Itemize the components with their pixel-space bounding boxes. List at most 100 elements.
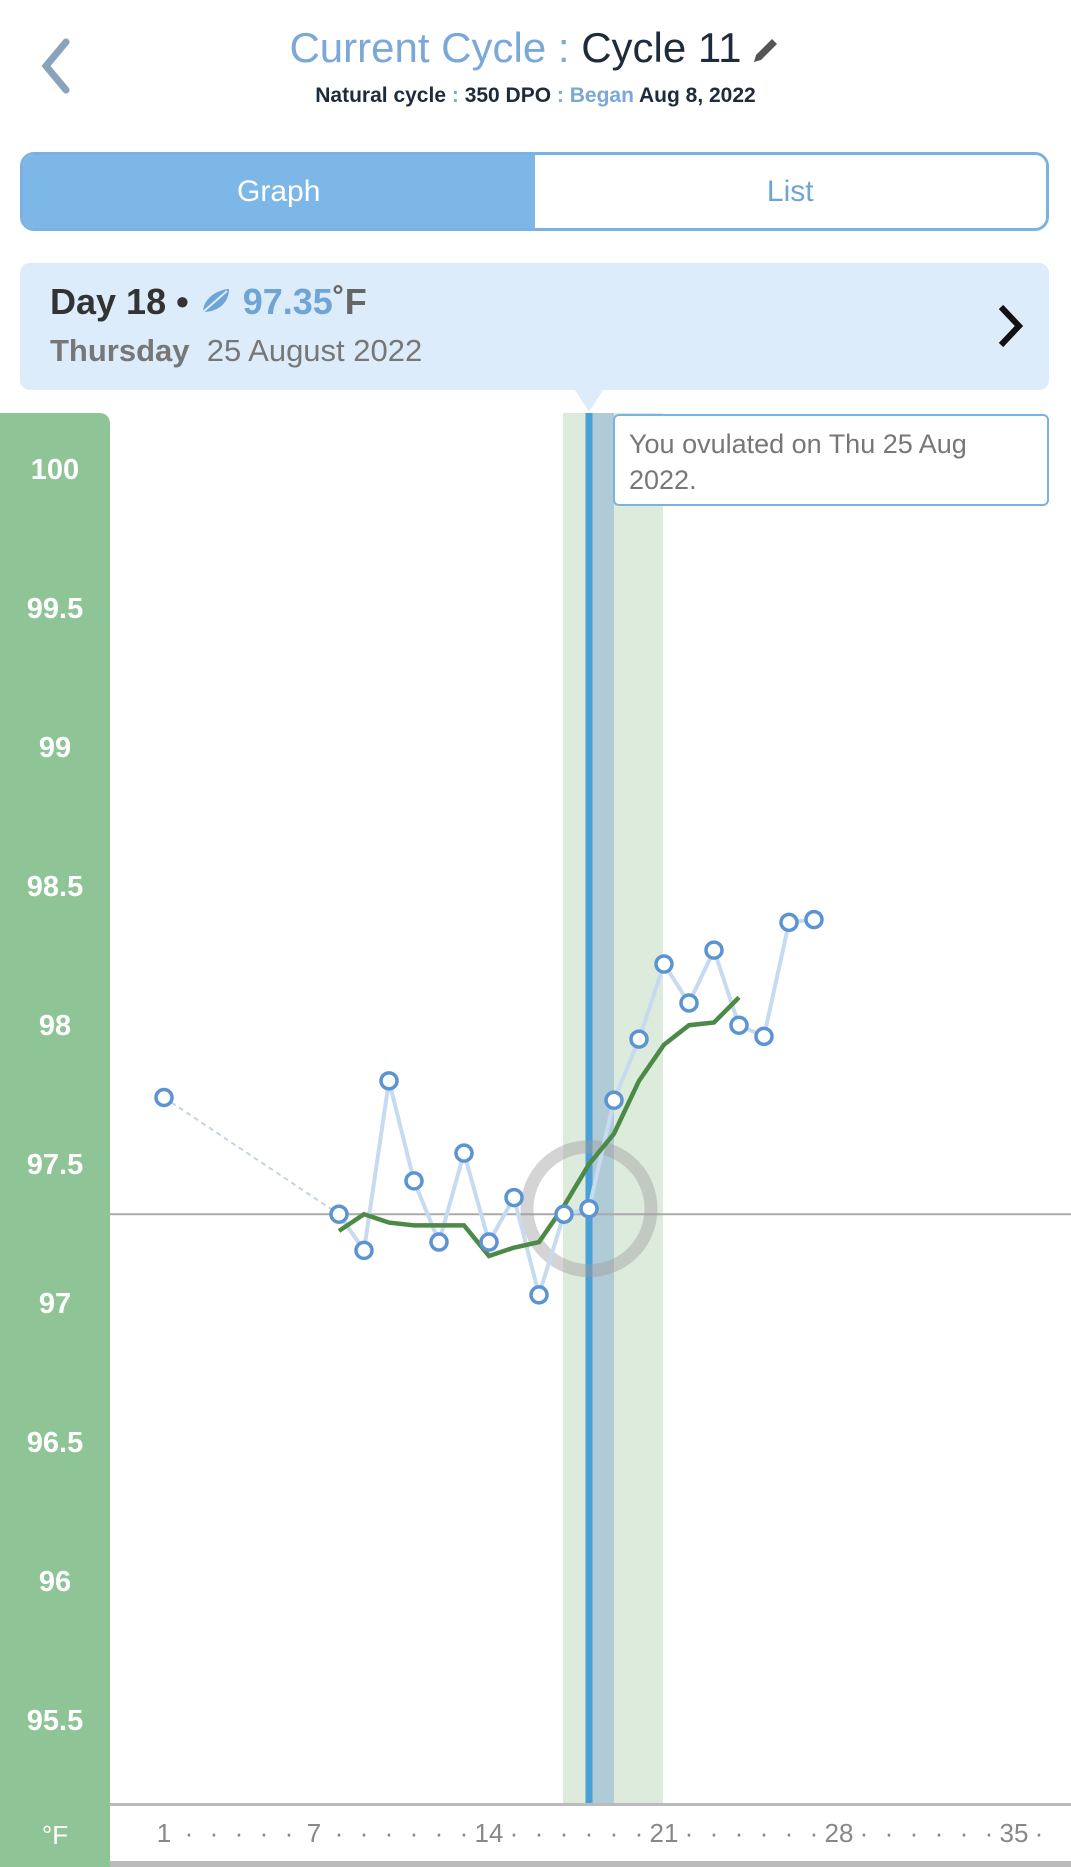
temperature-point-day-15 (504, 1187, 524, 1208)
x-tick-dot: · (234, 1818, 244, 1848)
temperature-point-day-12 (429, 1232, 449, 1252)
x-tick-dot: · (1034, 1818, 1044, 1848)
temperature-point-day-23 (704, 940, 724, 960)
x-tick-dot: · (359, 1818, 369, 1848)
temperature-point-day-8 (329, 1204, 349, 1225)
x-axis: 1 · · · · · 7 · · · · · · 14 · · · · · · 21 · · · · · · 28 · · · · · · 35 · (110, 1803, 1071, 1867)
chevron-right-icon[interactable] (995, 303, 1025, 349)
trend-line (337, 995, 741, 1259)
x-tick-dot: · (459, 1818, 469, 1848)
x-tick-dot: · (909, 1818, 919, 1848)
x-tick-dot: · (509, 1818, 519, 1848)
date: 25 August 2022 (206, 333, 423, 368)
cycle-name: Cycle 11 (581, 24, 742, 71)
temperature-point-day-9 (354, 1240, 374, 1261)
ovulation-tooltip: You ovulated on Thu 25 Aug 2022. (613, 414, 1049, 506)
day-temp-line: Day 18 • 97.35˚F (50, 281, 367, 323)
bullet: • (166, 281, 199, 322)
x-tick-dot: · (634, 1818, 644, 1848)
temperature-point-day-20 (629, 1029, 649, 1049)
title-prefix: Current Cycle : (289, 24, 582, 71)
x-tick-dot: · (809, 1818, 819, 1848)
x-tick-dot: · (209, 1818, 219, 1848)
tab-list[interactable]: List (534, 155, 1046, 228)
x-tick-dot: · (184, 1818, 194, 1848)
x-tick-dot: · (434, 1818, 444, 1848)
temperature-point-day-27 (804, 909, 824, 930)
temperature-line (337, 917, 815, 1303)
weekday: Thursday (50, 333, 190, 368)
cycle-type: Natural cycle (315, 84, 447, 107)
x-tick-dot: · (884, 1818, 894, 1848)
x-tick-dot: · (784, 1818, 794, 1848)
temperature-point-day-14 (479, 1232, 499, 1252)
y-tick-label: 99 (38, 732, 72, 764)
temperature: 97.35 (242, 281, 333, 322)
x-tick-dot: · (759, 1818, 769, 1848)
temperature-point-day-17 (554, 1204, 574, 1225)
began-label: Began (569, 84, 634, 107)
temperature-point-day-10 (379, 1071, 399, 1091)
day-number: Day 18 (50, 281, 167, 322)
x-tick-dot: · (734, 1818, 744, 1848)
x-tick-label: 1 (156, 1818, 172, 1848)
y-axis: 100 99.5 99 98.5 98 97.5 97 96.5 96 95.5 (0, 413, 110, 1867)
thermometer-leaf-icon (202, 289, 229, 313)
x-tick-dot: · (559, 1818, 569, 1848)
pencil-icon[interactable] (748, 34, 782, 68)
temperature-point-day-21 (654, 954, 674, 974)
separator: : (446, 84, 465, 107)
temperature-point-day-25 (754, 1026, 774, 1047)
x-tick-dot: · (409, 1818, 419, 1848)
selected-day-card[interactable]: Day 18 • 97.35˚F Thursday 25 August 2022 (20, 263, 1049, 390)
date-line: Thursday 25 August 2022 (50, 333, 422, 369)
temperature-point-day-1 (154, 1087, 174, 1108)
separator: : (551, 84, 570, 107)
temperature-point-day-16 (529, 1285, 549, 1305)
dpo: 350 DPO (464, 84, 552, 107)
page-title: Current Cycle : Cycle 11 (0, 24, 1071, 72)
x-tick-dot: · (534, 1818, 544, 1848)
card-pointer (575, 390, 603, 412)
began-date: Aug 8, 2022 (639, 84, 756, 107)
x-tick-dot: · (259, 1818, 269, 1848)
x-tick-dot: · (334, 1818, 344, 1848)
temperature-point-day-18 (579, 1198, 599, 1219)
temperature-point-day-11 (404, 1171, 424, 1191)
y-tick-label: 97 (38, 1288, 72, 1320)
temperature-point-day-13 (454, 1143, 474, 1163)
x-tick-dot: · (584, 1818, 594, 1848)
x-tick-dot: · (284, 1818, 294, 1848)
y-tick-label: 97.5 (26, 1149, 84, 1181)
y-tick-label: 99.5 (26, 593, 84, 625)
temperature-chart[interactable] (110, 413, 1071, 1803)
y-tick-label: 96.5 (26, 1427, 84, 1459)
x-tick-dot: · (384, 1818, 394, 1848)
x-tick-dot: · (984, 1818, 994, 1848)
tab-graph[interactable]: Graph (23, 155, 535, 228)
selection-ring (520, 1140, 658, 1278)
x-tick-dot: · (609, 1818, 619, 1848)
x-tick-dot: · (959, 1818, 969, 1848)
x-tick-label: 28 (824, 1818, 854, 1848)
x-tick-label: 7 (306, 1818, 322, 1848)
temperature-point-day-26 (779, 912, 799, 933)
x-tick-label: 21 (649, 1818, 679, 1848)
x-tick-dot: · (934, 1818, 944, 1848)
y-tick-label: 95.5 (26, 1705, 84, 1737)
y-tick-label: 98.5 (26, 871, 84, 903)
temperature-point-day-24 (729, 1015, 749, 1035)
y-tick-label: 96 (38, 1566, 72, 1598)
gap-dashed-line (163, 1096, 340, 1216)
x-tick-label: 35 (999, 1818, 1029, 1848)
back-chevron-icon[interactable] (36, 38, 76, 94)
temperature-point-day-22 (679, 993, 699, 1013)
y-tick-label: 98 (38, 1010, 72, 1042)
x-tick-dot: · (684, 1818, 694, 1848)
cycle-subtitle: Natural cycle : 350 DPO : Began Aug 8, 2… (0, 84, 1071, 108)
unit-label: °F (0, 1803, 110, 1867)
x-tick-dot: · (709, 1818, 719, 1848)
view-toggle: Graph List (20, 152, 1049, 231)
temperature-point-day-19 (604, 1090, 624, 1111)
x-tick-label: 14 (474, 1818, 504, 1848)
